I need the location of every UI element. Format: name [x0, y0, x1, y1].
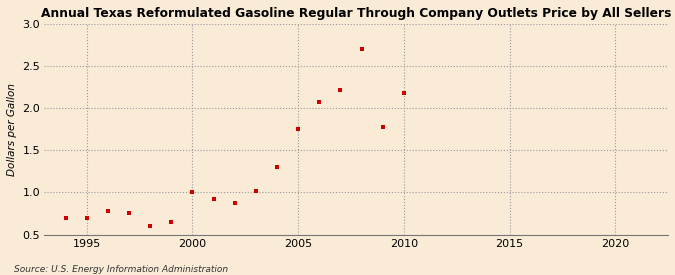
Point — [81, 216, 92, 220]
Point — [60, 216, 71, 220]
Point — [187, 190, 198, 195]
Text: Source: U.S. Energy Information Administration: Source: U.S. Energy Information Administ… — [14, 265, 227, 274]
Point — [271, 165, 282, 169]
Point — [166, 220, 177, 224]
Point — [398, 91, 409, 95]
Point — [124, 211, 134, 215]
Y-axis label: Dollars per Gallon: Dollars per Gallon — [7, 83, 17, 176]
Point — [356, 47, 367, 51]
Point — [314, 100, 325, 104]
Point — [335, 87, 346, 92]
Point — [208, 197, 219, 201]
Point — [144, 224, 155, 229]
Point — [250, 189, 261, 193]
Point — [377, 125, 388, 129]
Point — [293, 127, 304, 131]
Title: Annual Texas Reformulated Gasoline Regular Through Company Outlets Price by All : Annual Texas Reformulated Gasoline Regul… — [41, 7, 672, 20]
Point — [230, 201, 240, 206]
Point — [103, 209, 113, 213]
